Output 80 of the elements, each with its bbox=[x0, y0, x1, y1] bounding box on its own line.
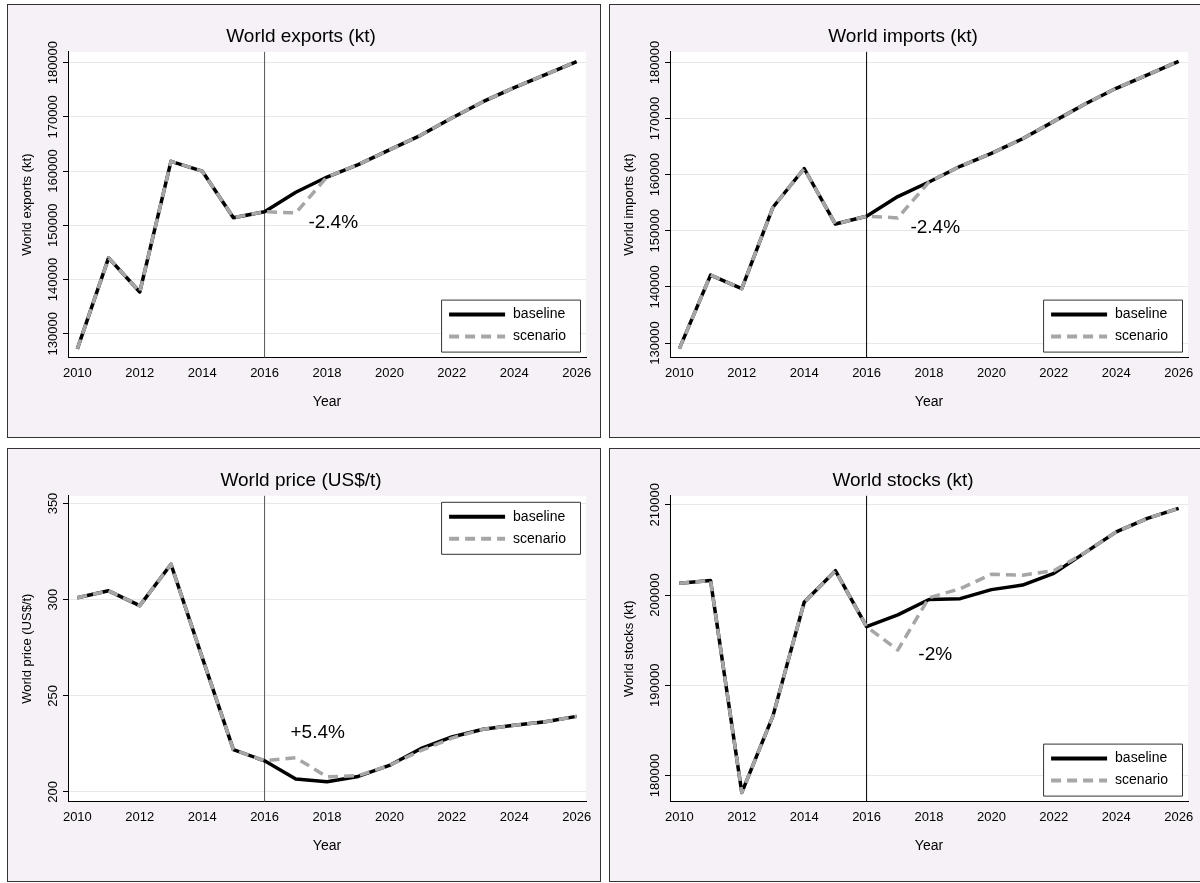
x-tick-label: 2020 bbox=[976, 364, 1006, 380]
y-tick-label: 250 bbox=[44, 684, 60, 707]
y-tick-label: 150000 bbox=[646, 209, 662, 253]
x-tick-label: 2010 bbox=[62, 808, 92, 824]
x-tick-label: 2024 bbox=[1101, 808, 1131, 824]
x-tick-label: 2018 bbox=[312, 808, 342, 824]
x-tick-label: 2022 bbox=[1039, 364, 1069, 380]
chart-title: World exports (kt) bbox=[226, 24, 376, 46]
x-tick-label: 2010 bbox=[664, 364, 694, 380]
x-tick-label: 2026 bbox=[1164, 808, 1194, 824]
x-tick-label: 2024 bbox=[499, 364, 529, 380]
y-tick-label: 180000 bbox=[646, 40, 662, 85]
x-tick-label: 2014 bbox=[789, 364, 819, 380]
x-axis-title: Year bbox=[914, 393, 944, 410]
annotation: -2% bbox=[918, 643, 953, 665]
legend-label: baseline bbox=[513, 305, 566, 322]
x-tick-label: 2020 bbox=[976, 808, 1006, 824]
x-tick-label: 2018 bbox=[914, 364, 944, 380]
y-tick-label: 350 bbox=[44, 492, 60, 515]
y-tick-label: 130000 bbox=[646, 321, 662, 365]
x-tick-label: 2010 bbox=[62, 364, 92, 380]
chart-title: World imports (kt) bbox=[828, 24, 978, 46]
y-tick-label: 200000 bbox=[646, 573, 662, 617]
x-tick-label: 2012 bbox=[727, 364, 757, 380]
x-tick-label: 2016 bbox=[852, 808, 882, 824]
y-tick-label: 180000 bbox=[44, 40, 60, 85]
x-tick-label: 2014 bbox=[187, 364, 217, 380]
y-tick-label: 170000 bbox=[646, 96, 662, 141]
y-tick-label: 170000 bbox=[44, 95, 60, 139]
x-tick-label: 2026 bbox=[1164, 364, 1194, 380]
x-axis-title: Year bbox=[312, 393, 342, 410]
x-tick-label: 2022 bbox=[1039, 808, 1069, 824]
x-tick-label: 2014 bbox=[187, 808, 217, 824]
y-tick-label: 190000 bbox=[646, 663, 662, 707]
x-axis-title: Year bbox=[312, 837, 342, 854]
y-tick-label: 200 bbox=[44, 781, 60, 803]
y-tick-label: 160000 bbox=[44, 149, 60, 193]
y-tick-label: 140000 bbox=[44, 257, 60, 302]
x-tick-label: 2010 bbox=[664, 808, 694, 824]
y-axis-title: World stocks (kt) bbox=[621, 600, 637, 697]
y-axis-title: World imports (kt) bbox=[621, 153, 637, 256]
annotation: -2.4% bbox=[308, 211, 359, 233]
y-axis-title: World exports (kt) bbox=[19, 153, 35, 256]
legend-label: baseline bbox=[513, 507, 566, 524]
x-tick-label: 2016 bbox=[250, 364, 280, 380]
x-tick-label: 2012 bbox=[727, 808, 757, 824]
y-tick-label: 130000 bbox=[44, 312, 60, 356]
x-axis-title: Year bbox=[914, 837, 944, 854]
y-tick-label: 150000 bbox=[44, 203, 60, 247]
chart-title: World price (US$/t) bbox=[220, 468, 382, 490]
legend-label: baseline bbox=[1115, 305, 1168, 322]
x-tick-label: 2026 bbox=[562, 808, 592, 824]
x-tick-label: 2020 bbox=[374, 808, 404, 824]
y-tick-label: 300 bbox=[44, 588, 60, 611]
x-tick-label: 2022 bbox=[437, 364, 467, 380]
x-tick-label: 2022 bbox=[437, 808, 467, 824]
annotation: +5.4% bbox=[290, 721, 345, 743]
x-tick-label: 2026 bbox=[562, 364, 592, 380]
y-tick-label: 160000 bbox=[646, 152, 662, 197]
y-tick-label: 180000 bbox=[646, 753, 662, 798]
legend-label: scenario bbox=[513, 327, 567, 344]
x-tick-label: 2012 bbox=[125, 808, 155, 824]
y-tick-label: 210000 bbox=[646, 483, 662, 527]
y-axis-title: World price (US$/t) bbox=[19, 593, 35, 704]
y-tick-label: 140000 bbox=[646, 265, 662, 309]
legend-label: scenario bbox=[1115, 327, 1169, 344]
x-tick-label: 2024 bbox=[1101, 364, 1131, 380]
annotation: -2.4% bbox=[910, 215, 961, 237]
legend-label: scenario bbox=[513, 529, 567, 546]
legend-label: scenario bbox=[1115, 771, 1169, 788]
x-tick-label: 2020 bbox=[374, 364, 404, 380]
x-tick-label: 2016 bbox=[250, 808, 280, 824]
chart-title: World stocks (kt) bbox=[832, 468, 974, 490]
x-tick-label: 2016 bbox=[852, 364, 882, 380]
x-tick-label: 2012 bbox=[125, 364, 155, 380]
x-tick-label: 2018 bbox=[312, 364, 342, 380]
x-tick-label: 2014 bbox=[789, 808, 819, 824]
x-tick-label: 2024 bbox=[499, 808, 529, 824]
legend-label: baseline bbox=[1115, 749, 1168, 766]
x-tick-label: 2018 bbox=[914, 808, 944, 824]
